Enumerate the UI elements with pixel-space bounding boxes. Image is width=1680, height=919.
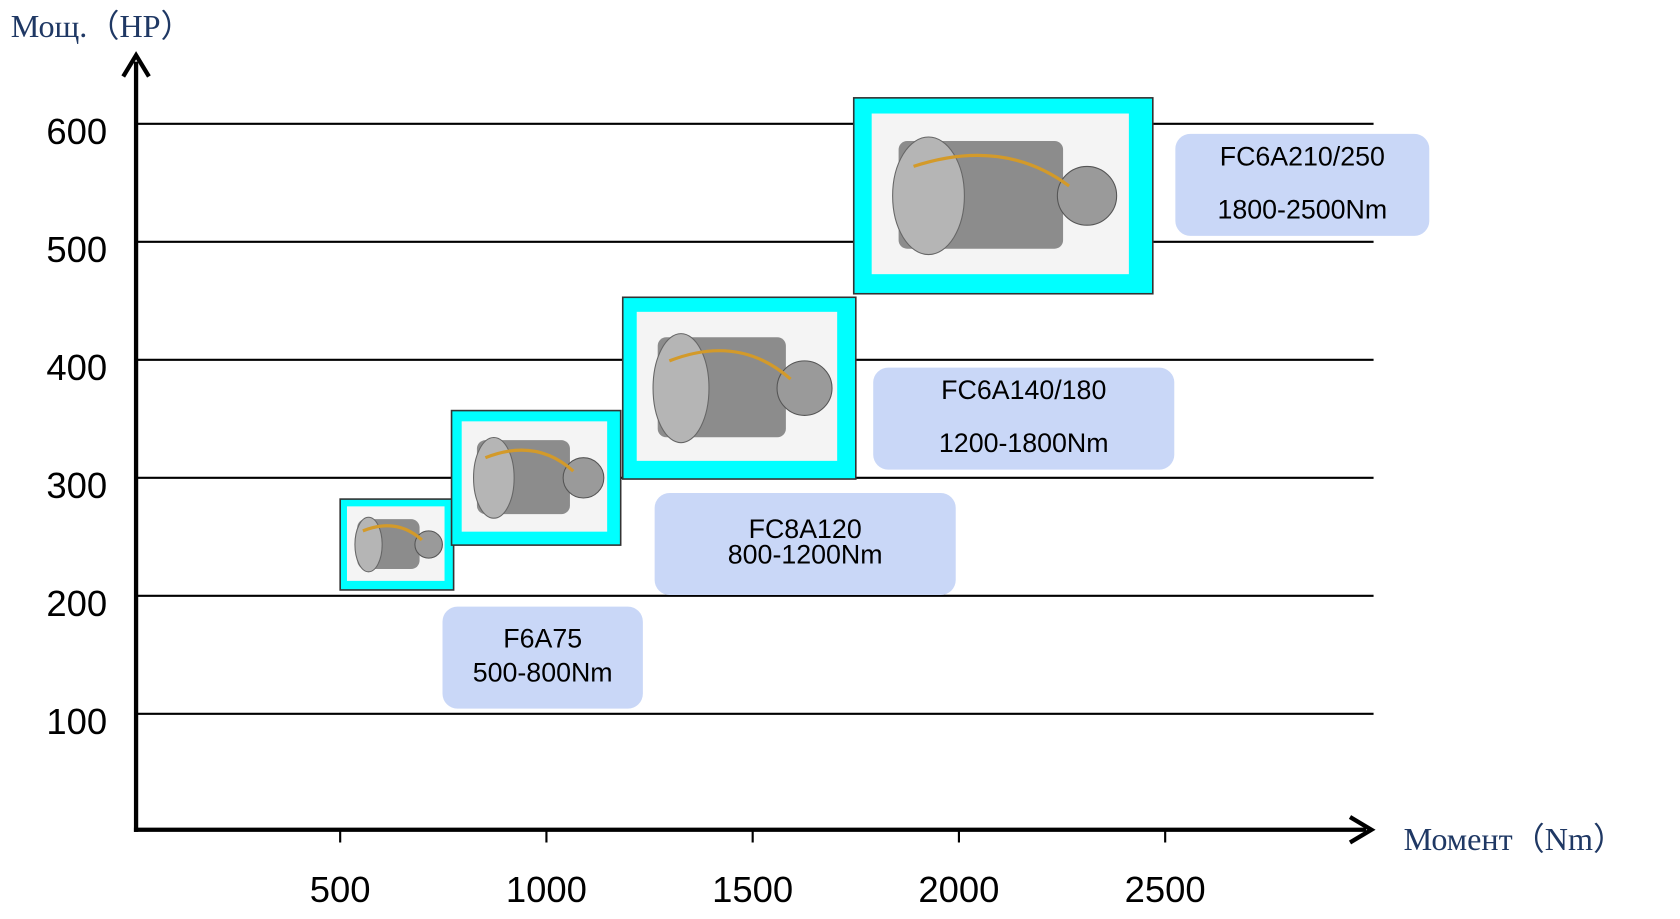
y-tick-label: 500 [46,229,107,270]
x-tick-label: 2500 [1125,869,1206,910]
photo-housing [892,136,965,256]
label-box [654,492,956,595]
torque-range: 1200-1800Nm [939,428,1109,458]
product-name: FC6A140/180 [941,375,1106,405]
label-box [442,606,643,709]
product-photo [636,311,838,461]
photo-wire [362,524,423,542]
y-axis-arrow [121,51,151,78]
product-name: FC6A210/250 [1220,141,1385,171]
product-name: FC8A120 [749,514,862,544]
x-tick-label: 2000 [918,869,999,910]
product-photo [346,506,445,581]
x-axis-arrow [1348,815,1376,845]
photo-housing [354,516,383,573]
y-tick-label: 200 [46,583,107,624]
product-photo [461,421,608,532]
photo-wire [913,153,1071,188]
x-tick-label: 1500 [712,869,793,910]
y-tick-label: 600 [46,111,107,152]
label-box [1175,133,1430,236]
product-name: F6A75 [503,624,582,654]
x-tick-label: 500 [310,869,371,910]
photo-wire [484,448,575,473]
product-photo [871,113,1129,275]
photo-flange [1056,165,1118,226]
photo-wire [668,349,792,381]
x-axis-title: Момент（Nm） [1404,821,1626,857]
photo-housing [473,436,515,519]
photo-housing [652,333,710,444]
torque-range: 800-1200Nm [728,540,883,570]
torque-range: 1800-2500Nm [1217,195,1387,225]
torque-range: 500-800Nm [473,658,613,688]
y-tick-label: 300 [46,465,107,506]
y-tick-label: 100 [46,701,107,742]
y-axis-title: Мощ.（HP） [11,8,193,44]
y-tick-label: 400 [46,347,107,388]
photo-flange [562,457,605,499]
x-tick-label: 1000 [506,869,587,910]
label-box [873,367,1175,470]
photo-flange [776,360,833,416]
photo-flange [414,530,443,559]
